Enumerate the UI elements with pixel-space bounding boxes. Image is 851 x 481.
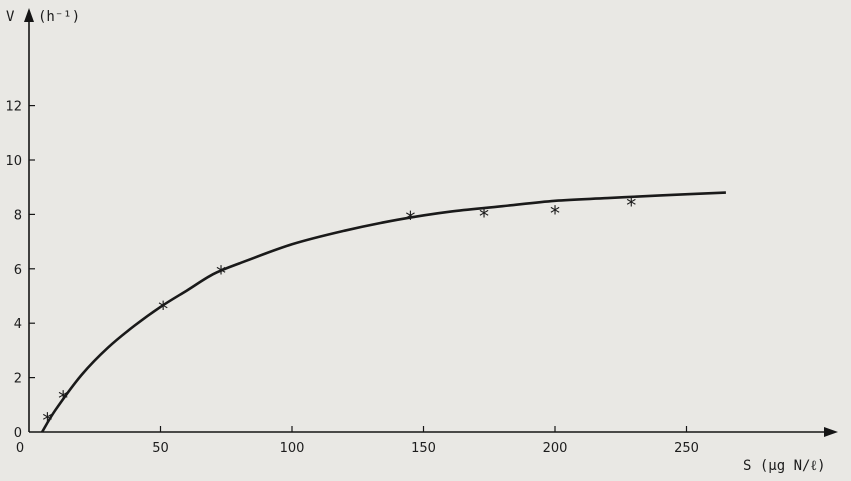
data-point: *: [625, 194, 637, 218]
fitted-curve: [42, 193, 726, 432]
y-axis-label: V: [6, 9, 15, 25]
x-axis-arrow-icon: [824, 427, 838, 437]
data-point: *: [41, 408, 53, 432]
y-tick-label: 8: [14, 208, 22, 223]
tick-labels: 0 50 100 150 200 250 0 2 4 6 8 10 12: [5, 100, 698, 456]
y-tick-label: 4: [14, 317, 22, 332]
data-point: *: [549, 202, 561, 226]
x-tick-label: 200: [543, 441, 568, 456]
data-point: *: [57, 387, 69, 411]
y-tick-label: 2: [14, 372, 22, 387]
data-point: *: [478, 204, 490, 228]
y-axis-arrow-icon: [24, 8, 34, 22]
x-tick-label: 100: [280, 441, 305, 456]
x-axis-label: S (µg N/ℓ): [743, 458, 826, 474]
x-tick-label: 0: [16, 441, 24, 456]
y-tick-label: 12: [5, 100, 22, 115]
x-tick-label: 250: [674, 441, 699, 456]
data-point: *: [157, 297, 169, 321]
y-tick-label: 0: [14, 426, 22, 441]
ticks: [29, 106, 687, 432]
axes: [24, 8, 838, 437]
x-tick-label: 50: [152, 441, 169, 456]
data-point: *: [215, 262, 227, 286]
x-tick-label: 150: [411, 441, 436, 456]
data-points: ***** * * *: [41, 194, 637, 433]
y-tick-label: 10: [5, 154, 22, 169]
data-point: *: [404, 207, 416, 231]
y-tick-label: 6: [14, 263, 22, 278]
y-axis-unit: (h⁻¹): [38, 9, 80, 25]
